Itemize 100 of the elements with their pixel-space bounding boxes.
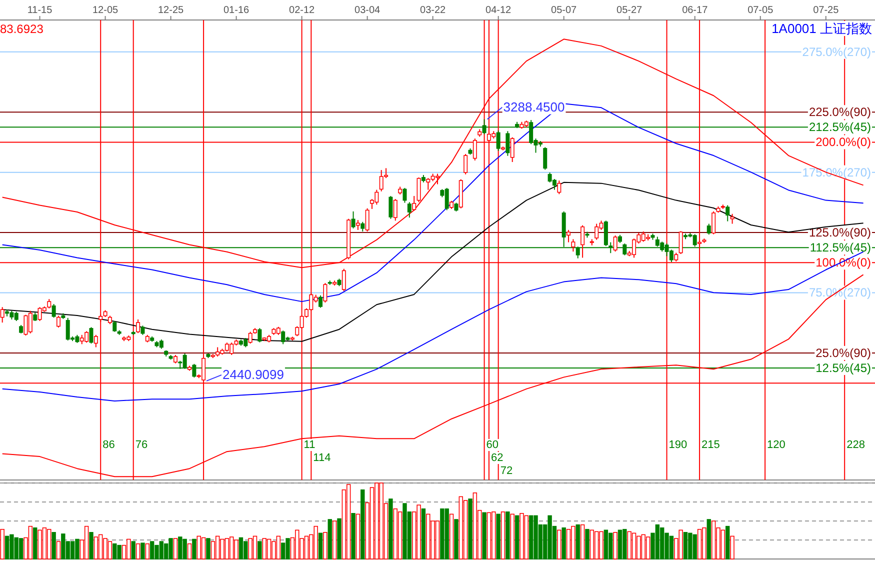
ref-line-label: 125.0%(90) (808, 226, 871, 240)
candlestick (407, 202, 412, 218)
candlestick (412, 195, 416, 212)
bar (496, 514, 500, 560)
candlestick (388, 195, 393, 220)
candlestick (712, 210, 716, 235)
candlestick (496, 130, 500, 152)
bar (201, 537, 206, 560)
x-tick-label: 05-27 (616, 5, 643, 16)
annotation: 72 (500, 465, 513, 477)
x-tick-label: 12-05 (92, 5, 119, 16)
x-tick-label: 03-22 (420, 5, 446, 16)
bar (463, 500, 468, 560)
x-tick-label: 03-04 (354, 5, 381, 16)
bar (351, 513, 356, 560)
bar (388, 498, 393, 560)
bar (328, 519, 332, 560)
bar (454, 519, 458, 560)
bar (337, 518, 342, 560)
ref-line-label: 212.5%(45) (808, 120, 871, 134)
bar (192, 538, 196, 560)
bar (500, 511, 506, 560)
bar (421, 508, 426, 560)
bar (486, 512, 492, 560)
bar (332, 520, 337, 560)
x-tick-label: 02-12 (289, 5, 316, 16)
bar (706, 519, 711, 560)
candlestick (351, 210, 356, 229)
ref-line-label: 200.0%(0) (816, 135, 871, 150)
candlestick (557, 180, 562, 195)
candlestick (393, 198, 398, 222)
x-tick-label: 12-25 (158, 5, 184, 16)
candlestick (566, 229, 571, 243)
x-tick-label: 07-25 (813, 5, 840, 16)
bar (604, 530, 608, 560)
ref-line-label: 225.0%(90) (808, 105, 871, 120)
candlestick (89, 326, 94, 344)
bar (472, 492, 478, 560)
bar (173, 538, 178, 560)
candlestick (613, 234, 618, 252)
bar (580, 524, 585, 560)
annotation: 215 (702, 439, 720, 451)
bar (145, 543, 150, 560)
candlestick (580, 224, 585, 258)
bar (510, 514, 514, 560)
bar (514, 515, 520, 560)
bar (585, 528, 590, 560)
annotation: 76 (135, 439, 148, 451)
candlestick (56, 315, 60, 328)
candlestick (258, 328, 262, 343)
bar (562, 527, 566, 560)
chart-title: 1A0001 上证指数 (772, 21, 872, 36)
bar (346, 484, 351, 560)
candlestick (506, 130, 510, 156)
x-tick-label: 11-15 (27, 5, 53, 16)
bar (56, 541, 61, 560)
candlestick (159, 339, 164, 350)
candlestick (730, 213, 734, 224)
annotation: 62 (490, 452, 504, 464)
candlestick (365, 208, 370, 232)
candlestick (94, 334, 98, 348)
annotation: 190 (668, 439, 688, 451)
bar (590, 530, 594, 560)
annotation: 120 (767, 439, 786, 451)
candlestick (248, 331, 252, 344)
candlestick (136, 318, 140, 334)
candlestick (140, 325, 145, 336)
bar (576, 524, 580, 560)
candlestick (112, 320, 117, 332)
bar (187, 543, 192, 560)
annotation: 83.6923 (0, 22, 44, 36)
annotation: 114 (313, 452, 331, 464)
candlestick (318, 294, 323, 308)
bar (449, 514, 454, 560)
bar (258, 541, 262, 560)
ref-line-label: 275.0%(270) (802, 44, 871, 59)
x-tick-label: 07-05 (748, 5, 774, 16)
annotation: 228 (846, 439, 865, 451)
x-tick-label: 05-07 (551, 5, 578, 16)
annotation: 3288.4500 (503, 99, 565, 114)
candlestick (323, 282, 328, 303)
bar (52, 532, 56, 560)
bar (140, 542, 145, 560)
candlestick (552, 178, 556, 190)
annotation: 86 (102, 439, 115, 451)
x-tick-label: 04-12 (486, 5, 512, 16)
bar (468, 498, 472, 560)
bar (0, 528, 4, 560)
bar (32, 527, 38, 560)
candlestick (342, 268, 346, 292)
bar (18, 538, 24, 560)
bar (89, 532, 94, 560)
candlestick (47, 298, 52, 309)
ref-line-label: 12.5%(45) (816, 361, 871, 376)
annotation: 11 (304, 439, 316, 451)
bar (136, 543, 140, 560)
candlestick (726, 204, 730, 222)
bar (398, 511, 402, 560)
bar (482, 512, 486, 560)
bar (206, 538, 210, 560)
